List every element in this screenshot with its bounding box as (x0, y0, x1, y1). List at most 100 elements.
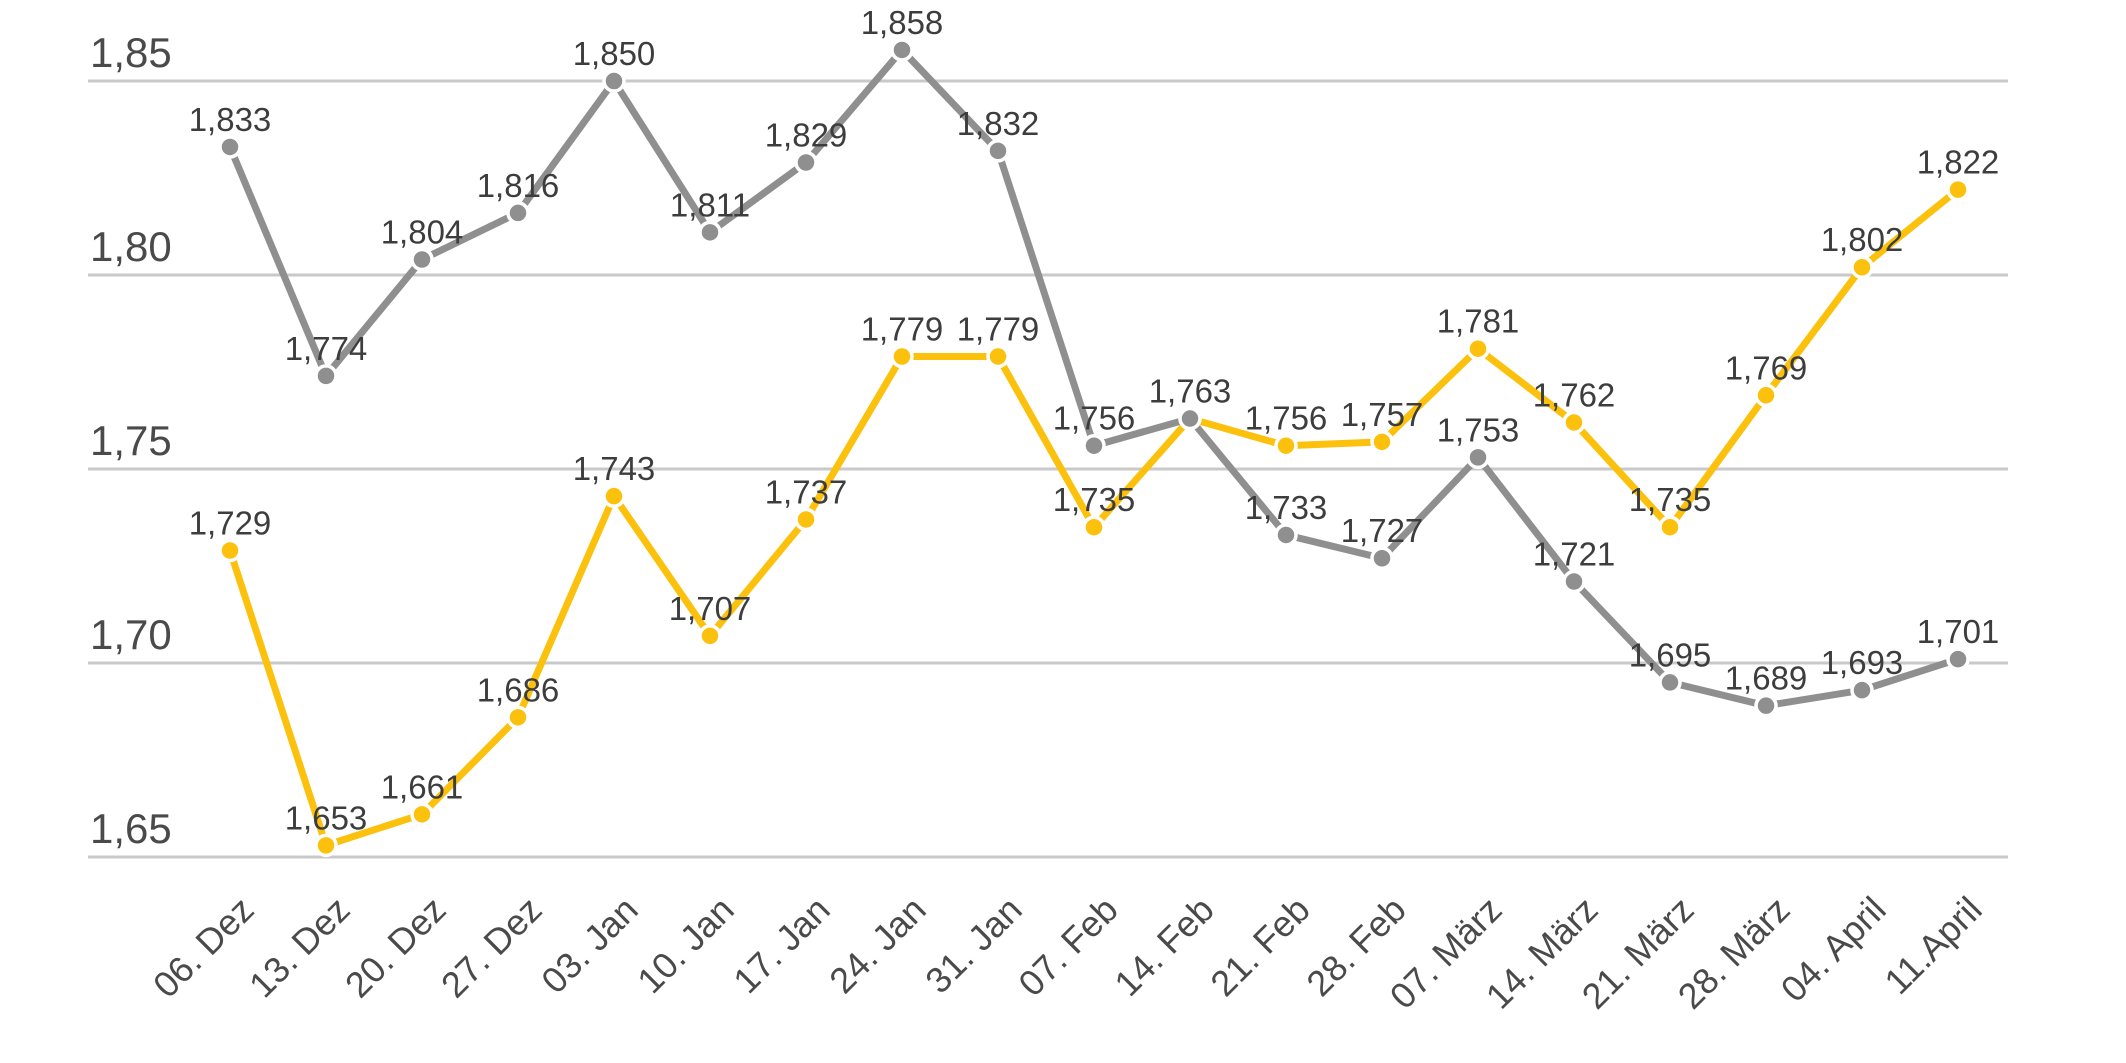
x-tick-label: 11.April (1876, 889, 1989, 1002)
gray-series-point-marker (1658, 670, 1682, 695)
gray-series-data-label: 1,833 (189, 101, 272, 138)
gray-series-data-label: 1,829 (765, 116, 848, 153)
yellow-series-markers (218, 177, 1970, 858)
x-tick-label: 17. Jan (725, 889, 837, 1001)
gray-series-point-marker (602, 69, 626, 93)
yellow-series-data-label: 1,802 (1821, 221, 1904, 258)
yellow-series-data-label: 1,769 (1725, 349, 1808, 386)
yellow-series-data-label: 1,822 (1917, 144, 2000, 181)
gray-series-data-label: 1,693 (1821, 644, 1904, 681)
gray-series-markers (218, 38, 1970, 718)
x-tick-label: 20. Dez (337, 889, 454, 1006)
x-tick-label: 07. Feb (1010, 889, 1125, 1004)
x-tick-label: 03. Jan (533, 889, 645, 1001)
yellow-series-point-marker (1850, 255, 1874, 279)
gray-series-data-label: 1,774 (285, 330, 368, 367)
yellow-series-point-marker (794, 507, 818, 532)
gray-series-point-marker (698, 220, 722, 245)
gray-series-data-label: 1,701 (1917, 613, 2000, 650)
x-tick-label: 14. Feb (1106, 889, 1221, 1004)
x-tick-label: 13. Dez (241, 889, 358, 1006)
gray-series-line (226, 46, 1962, 710)
gray-series-point-marker (1274, 523, 1298, 547)
gray-series-point-marker (410, 247, 434, 272)
x-tick-label: 27. Dez (433, 889, 550, 1006)
y-tick-label: 1,65 (90, 805, 172, 852)
yellow-series-data-label: 1,735 (1629, 481, 1712, 518)
y-tick-label: 1,75 (90, 417, 172, 464)
gray-series-point-marker (218, 135, 242, 159)
gray-series-point-marker (1370, 546, 1394, 570)
x-tick-label: 31. Jan (917, 889, 1029, 1001)
yellow-series-data-label: 1,737 (765, 473, 848, 510)
yellow-series-point-marker (1082, 515, 1106, 539)
gray-series-data-label: 1,763 (1149, 373, 1232, 410)
gray-series-point-marker (506, 201, 530, 225)
yellow-series-point-marker (1370, 430, 1394, 454)
yellow-series-data-label: 1,743 (573, 450, 656, 487)
yellow-series-data-label: 1,757 (1341, 396, 1424, 433)
yellow-series-point-marker (1946, 177, 1970, 202)
y-tick-label: 1,85 (90, 29, 172, 76)
gray-series-point-marker (1850, 678, 1874, 702)
yellow-series-data-label: 1,707 (669, 590, 752, 627)
gray-series-data-label: 1,689 (1725, 660, 1808, 697)
gray-series-point-marker (1562, 569, 1586, 594)
yellow-series-point-marker (986, 344, 1010, 369)
yellow-series-data-label: 1,686 (477, 671, 560, 708)
gray-series-data-label: 1,727 (1341, 512, 1424, 549)
gray-series-point-marker (1466, 445, 1490, 470)
yellow-series-point-marker (1754, 383, 1778, 408)
gray-series-point-marker (890, 38, 914, 62)
gray-series-data-label: 1,733 (1245, 489, 1328, 526)
x-tick-label: 04. April (1773, 889, 1894, 1010)
yellow-series-point-marker (1274, 433, 1298, 458)
yellow-series-data-label: 1,653 (285, 799, 368, 836)
gray-series-data-label: 1,695 (1629, 636, 1712, 673)
yellow-series-data-label: 1,779 (861, 310, 944, 347)
yellow-series-point-marker (602, 484, 626, 508)
yellow-series-data-label: 1,756 (1245, 400, 1328, 437)
gray-series-data-label: 1,753 (1437, 411, 1520, 448)
yellow-series-point-marker (698, 624, 722, 648)
gray-series-point-marker (314, 364, 338, 388)
yellow-series-data-label: 1,781 (1437, 303, 1520, 340)
yellow-series-data-label: 1,762 (1533, 376, 1616, 413)
yellow-series-data-label: 1,779 (957, 310, 1040, 347)
gray-series-data-label: 1,756 (1053, 400, 1136, 437)
gray-series-point-marker (1754, 693, 1778, 718)
gray-series-data-label: 1,816 (477, 167, 560, 204)
gray-series-data-label: 1,804 (381, 213, 464, 250)
yellow-series-data-label: 1,661 (381, 768, 464, 805)
yellow-series-point-marker (314, 833, 338, 858)
x-tick-label: 21. Feb (1202, 889, 1317, 1004)
yellow-series-point-marker (890, 344, 914, 369)
y-tick-label: 1,70 (90, 611, 172, 658)
gray-series-data-label: 1,858 (861, 4, 944, 41)
yellow-series-point-marker (1562, 410, 1586, 435)
gray-series-point-marker (1946, 647, 1970, 671)
y-tick-label: 1,80 (90, 223, 172, 270)
gray-series-data-label: 1,850 (573, 35, 656, 72)
gray-series-data-label: 1,832 (957, 105, 1040, 142)
yellow-series-data-labels: 1,729 1,653 1,661 1,686 1,743 1,707 1,737 1,779… (189, 144, 2000, 837)
y-axis-labels: 1,85 1,80 1,75 1,70 1,65 (90, 29, 172, 852)
gray-series-point-marker (1178, 406, 1202, 431)
x-tick-label: 10. Jan (629, 889, 741, 1001)
yellow-series-point-marker (410, 802, 434, 827)
gray-series-data-label: 1,721 (1533, 536, 1616, 573)
x-tick-label: 24. Jan (821, 889, 933, 1001)
yellow-series-point-marker (1466, 336, 1490, 361)
gray-series-point-marker (986, 139, 1010, 163)
gray-series-data-labels: 1,833 1,774 1,804 1,816 1,850 1,811 1,829 1,858… (189, 4, 2000, 697)
gridlines (88, 79, 2008, 859)
yellow-series-point-marker (1658, 515, 1682, 539)
yellow-series-data-label: 1,735 (1053, 481, 1136, 518)
yellow-series-data-label: 1,729 (189, 504, 272, 541)
gray-series-point-marker (1082, 433, 1106, 458)
yellow-series-point-marker (506, 705, 530, 730)
yellow-series-point-marker (218, 538, 242, 563)
